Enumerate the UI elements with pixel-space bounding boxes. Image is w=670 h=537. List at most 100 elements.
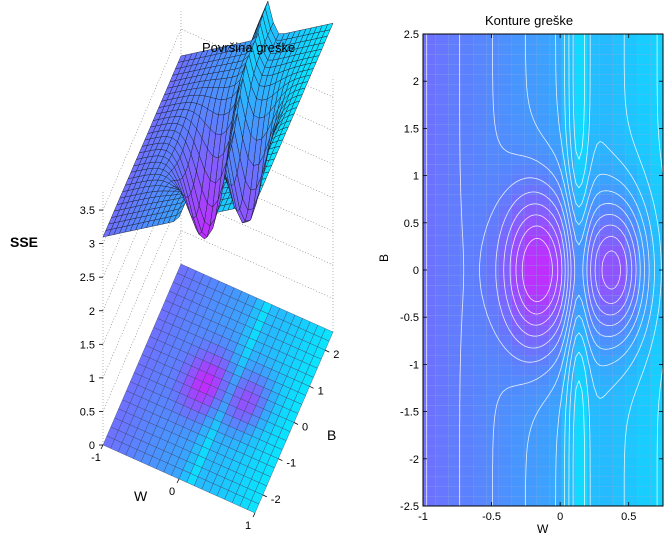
contour-cell	[612, 174, 626, 186]
contour-cell	[498, 435, 512, 447]
contour-cell	[422, 144, 437, 155]
contour-cell	[612, 475, 626, 487]
contour-cell	[637, 164, 651, 176]
contour-cell	[574, 94, 588, 105]
contour-cell	[435, 495, 449, 507]
contour-cell	[511, 475, 525, 487]
contour-cell	[599, 134, 613, 145]
contour-cell	[460, 134, 474, 145]
contour-cell	[523, 144, 538, 155]
contour-cell	[498, 405, 512, 417]
b-tick	[293, 422, 299, 425]
contour-cell	[650, 144, 664, 155]
contour-cell	[435, 415, 449, 427]
contour-cell	[435, 164, 449, 176]
contour-cell	[460, 395, 474, 406]
contour-cell	[523, 375, 538, 386]
contour-cell	[574, 104, 588, 115]
contour-cell	[473, 445, 487, 457]
contour-line	[503, 203, 628, 337]
contour-cell	[448, 264, 462, 276]
y-tick-label: 2.5	[404, 29, 419, 41]
contour-cell	[624, 284, 639, 296]
contour-cell	[422, 475, 437, 487]
contour-cell	[536, 244, 550, 256]
contour-cell	[511, 84, 525, 95]
contour-cell	[448, 254, 462, 266]
contour-cell	[637, 485, 651, 497]
contour-cell	[612, 495, 626, 507]
contour-cell	[536, 435, 550, 447]
contour-cell	[435, 144, 449, 155]
contour-cell	[435, 134, 449, 145]
contour-cell	[612, 325, 626, 336]
b-tick-label: -1	[286, 458, 296, 470]
contour-cell	[536, 455, 550, 467]
contour-cell	[435, 465, 449, 477]
contour-cell	[561, 134, 575, 145]
x-tick-label: 0.5	[621, 511, 636, 523]
contour-cell	[422, 43, 437, 55]
contour-cell	[448, 345, 462, 356]
contour-cell	[637, 94, 651, 105]
contour-cell	[460, 355, 474, 366]
contour-cell	[612, 455, 626, 467]
contour-cell	[435, 53, 449, 65]
y-tick-label: 2	[413, 76, 419, 88]
contour-cell	[486, 234, 500, 246]
surface-patch	[177, 54, 187, 63]
contour-cell	[422, 495, 437, 507]
contour-cell	[523, 164, 538, 176]
contour-cell	[486, 415, 500, 427]
contour-cell	[574, 315, 588, 326]
contour-cell	[599, 435, 613, 447]
contour-cell	[587, 274, 601, 286]
contour-cell	[473, 43, 487, 55]
contour-cell	[599, 395, 613, 406]
contour-cell	[637, 475, 651, 487]
contour-cell	[574, 375, 588, 386]
contour-cell	[574, 465, 588, 477]
contour-cell	[435, 244, 449, 256]
contour-cell	[523, 435, 538, 447]
contour-cell	[612, 94, 626, 105]
contour-cell	[624, 244, 639, 256]
contour-cell	[612, 365, 626, 376]
contour-cell	[511, 63, 525, 75]
contour-cell	[624, 465, 639, 477]
contour-cell	[599, 345, 613, 356]
contour-cell	[549, 415, 563, 427]
contour-cell	[599, 94, 613, 105]
contour-cell	[473, 425, 487, 437]
contour-cell	[574, 154, 588, 165]
contour-cell	[448, 325, 462, 336]
contour-cell	[435, 395, 449, 406]
contour-cell	[561, 124, 575, 135]
contour-cell	[523, 134, 538, 145]
contour-cell	[612, 395, 626, 406]
contour-cell	[637, 114, 651, 125]
contour-cell	[460, 94, 474, 105]
contour-cell	[599, 164, 613, 176]
axis-ticks: -1 -0.5 0 0.5 2.5 2 1.5 1 0.5 0 -0.5 -1 -1.5 -2 -2.5	[400, 29, 663, 523]
contour-cell	[599, 375, 613, 386]
contour-cell	[650, 325, 664, 336]
contour-cell	[650, 224, 664, 236]
contour-cell	[435, 355, 449, 366]
contour-cell	[460, 495, 474, 507]
contour-cell	[650, 405, 664, 417]
contour-cell	[536, 485, 550, 497]
contour-cell	[422, 204, 437, 216]
contour-cell	[612, 355, 626, 366]
contour-cell	[637, 445, 651, 457]
contour-cell	[422, 224, 437, 236]
contour-cell	[637, 395, 651, 406]
contour-cell	[498, 365, 512, 376]
contour-cell	[422, 395, 437, 406]
contour-cell	[498, 294, 512, 306]
contour-cell	[435, 304, 449, 316]
contour-cell	[460, 465, 474, 477]
contour-cell	[637, 365, 651, 376]
contour-cell	[637, 435, 651, 447]
contour-cell	[511, 385, 525, 396]
